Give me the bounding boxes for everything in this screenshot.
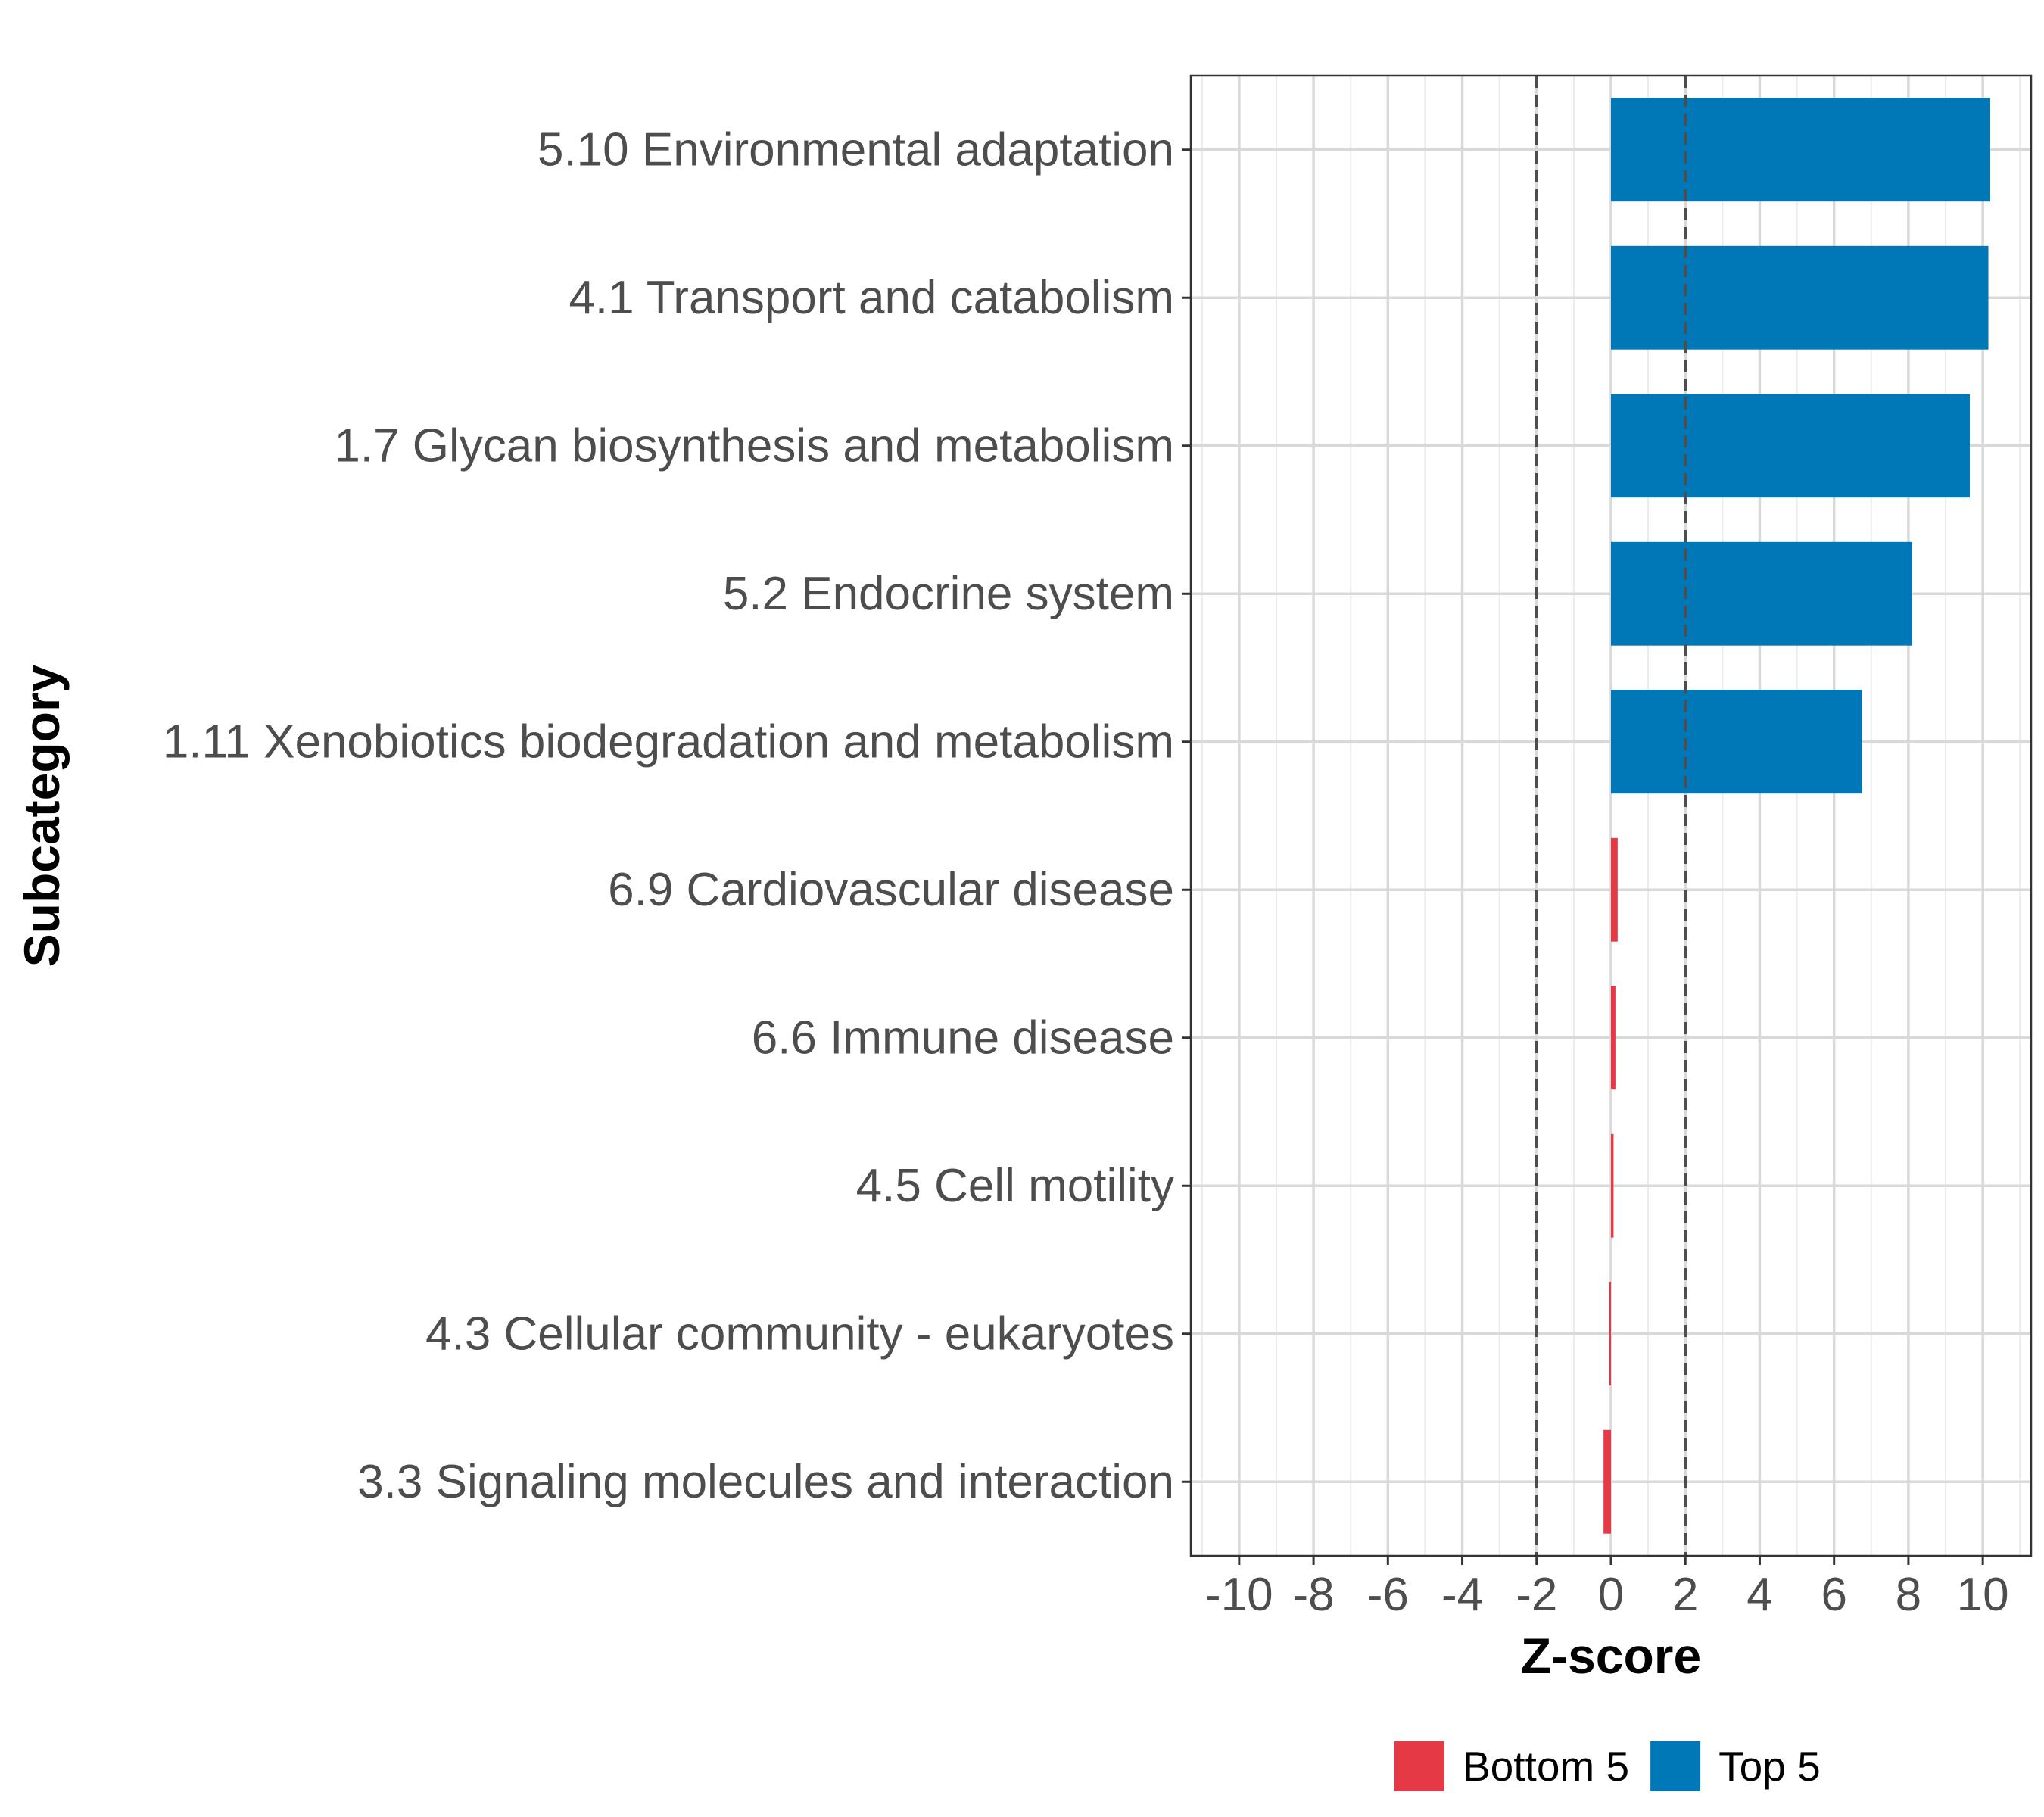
x-tick-label: 0 [1598,1569,1624,1621]
category-label: 5.10 Environmental adaptation [537,123,1174,176]
y-axis-title: Subcategory [14,664,70,967]
y-axis: 5.10 Environmental adaptation 4.1 Transpo… [163,123,1191,1508]
bar [1611,394,1970,498]
category-label: 3.3 Signaling molecules and interaction [357,1456,1174,1508]
x-tick-label: -8 [1293,1569,1335,1621]
x-axis-title: Z-score [1521,1628,1701,1684]
category-label: 1.7 Glycan biosynthesis and metabolism [334,419,1174,472]
category-label: 5.2 Endocrine system [723,568,1174,620]
bar [1609,1282,1611,1386]
x-tick-label: 8 [1896,1569,1921,1621]
x-tick-label: 10 [1957,1569,2009,1621]
bar [1611,1133,1614,1238]
legend: Bottom 5 Top 5 [1394,1741,1821,1791]
legend-label: Top 5 [1718,1743,1821,1790]
legend-label: Bottom 5 [1463,1743,1629,1790]
x-tick-label: 2 [1672,1569,1698,1621]
x-tick-label: -6 [1367,1569,1409,1621]
x-tick-label: 4 [1746,1569,1772,1621]
category-label: 1.11 Xenobiotics biodegradation and meta… [163,715,1174,768]
bar [1611,986,1616,1090]
x-tick-label: -10 [1205,1569,1273,1621]
reference-lines [1535,76,1687,1556]
x-tick-label: -2 [1516,1569,1557,1621]
x-axis: -10 -8 -6 -4 -2 0 2 4 6 8 10 [1205,1556,2009,1621]
category-label: 4.3 Cellular community - eukaryotes [425,1307,1174,1360]
legend-swatch [1650,1741,1701,1791]
category-label: 4.1 Transport and catabolism [569,272,1174,324]
bar [1611,837,1618,942]
legend-swatch [1394,1741,1444,1791]
bar-layer [1603,98,1990,1534]
bar [1603,1429,1611,1534]
bar [1611,541,1912,646]
bar [1611,690,1862,794]
x-tick-label: 6 [1821,1569,1846,1621]
category-label: 6.6 Immune disease [752,1011,1174,1064]
category-label: 4.5 Cell motility [856,1160,1174,1212]
x-tick-label: -4 [1441,1569,1483,1621]
bar [1611,98,1990,202]
bar [1611,245,1989,350]
category-label: 6.9 Cardiovascular disease [608,864,1174,916]
